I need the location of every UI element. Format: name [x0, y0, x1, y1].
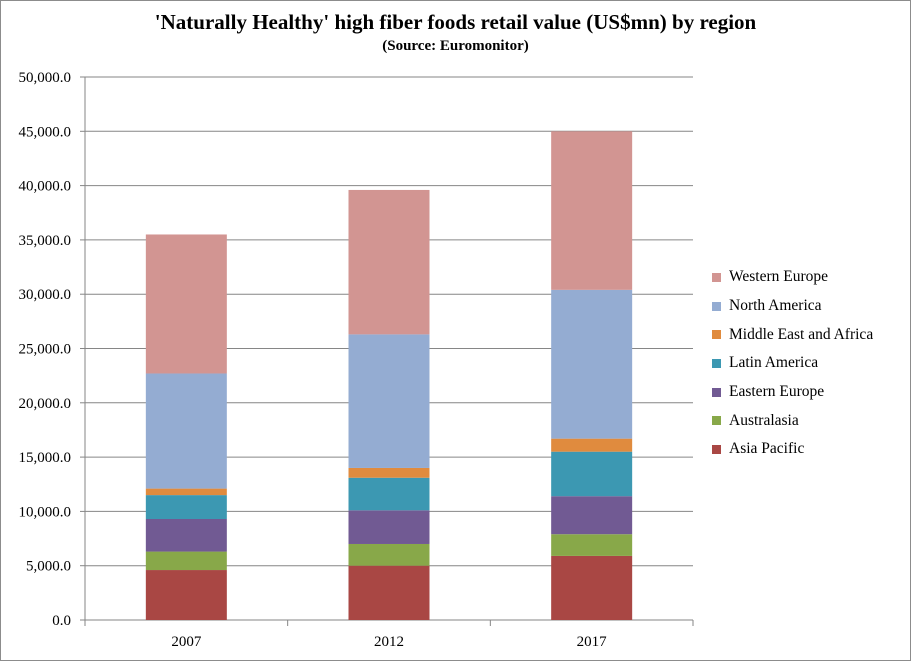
- bar-latin-america-2017: [551, 451, 633, 497]
- legend-swatch: [712, 330, 721, 340]
- y-tick-label: 50,000.0: [19, 70, 72, 86]
- bar-asia-pacific-2017: [551, 555, 633, 620]
- y-tick-label: 45,000.0: [19, 124, 72, 140]
- y-tick-label: 40,000.0: [19, 179, 72, 195]
- bar-middle-east-and-africa-2007: [145, 488, 227, 496]
- bar-latin-america-2012: [348, 477, 430, 511]
- chart-legend: Western Europe North America Middle East a…: [712, 263, 873, 464]
- y-tick-label: 10,000.0: [19, 504, 72, 520]
- legend-item: Australasia: [712, 406, 873, 435]
- bar-north-america-2012: [348, 334, 430, 468]
- legend-item: Eastern Europe: [712, 378, 873, 407]
- bar-australasia-2007: [145, 551, 227, 571]
- legend-label: Western Europe: [729, 268, 829, 286]
- bar-eastern-europe-2007: [145, 519, 227, 552]
- legend-swatch: [712, 301, 721, 311]
- x-tick-label: 2007: [171, 634, 202, 650]
- chart-title: 'Naturally Healthy' high fiber foods ret…: [154, 10, 757, 34]
- y-tick-label: 20,000.0: [19, 396, 72, 412]
- x-tick-label: 2017: [577, 634, 608, 650]
- y-tick-label: 30,000.0: [19, 287, 72, 303]
- bar-australasia-2012: [348, 543, 430, 566]
- legend-item: Latin America: [712, 349, 873, 378]
- legend-item: Middle East and Africa: [712, 320, 873, 349]
- legend-item: Asia Pacific: [712, 435, 873, 464]
- legend-swatch: [712, 358, 721, 368]
- legend-swatch: [712, 444, 721, 454]
- bar-eastern-europe-2012: [348, 510, 430, 544]
- legend-label: Eastern Europe: [729, 383, 825, 401]
- bar-north-america-2017: [551, 289, 633, 439]
- bar-western-europe-2012: [348, 189, 430, 335]
- legend-label: Australasia: [729, 411, 799, 429]
- bar-middle-east-and-africa-2017: [551, 438, 633, 452]
- chart-subtitle: (Source: Euromonitor): [382, 38, 529, 54]
- bar-middle-east-and-africa-2012: [348, 467, 430, 478]
- bar-western-europe-2017: [551, 131, 633, 290]
- y-tick-label: 35,000.0: [19, 233, 72, 249]
- y-tick-label: 15,000.0: [19, 450, 72, 466]
- x-tick-label: 2012: [374, 634, 404, 650]
- y-tick-label: 0.0: [52, 613, 71, 629]
- legend-label: Asia Pacific: [729, 440, 805, 458]
- legend-swatch: [712, 272, 721, 282]
- bar-asia-pacific-2012: [348, 565, 430, 620]
- bar-asia-pacific-2007: [145, 570, 227, 620]
- legend-label: Middle East and Africa: [729, 325, 874, 343]
- bar-north-america-2007: [145, 373, 227, 489]
- bar-latin-america-2007: [145, 495, 227, 520]
- y-tick-label: 5,000.0: [26, 559, 71, 575]
- y-tick-label: 25,000.0: [19, 342, 72, 358]
- legend-label: Latin America: [729, 354, 819, 372]
- legend-swatch: [712, 416, 721, 426]
- legend-swatch: [712, 387, 721, 397]
- bar-australasia-2017: [551, 534, 633, 556]
- bar-western-europe-2007: [145, 234, 227, 374]
- bar-eastern-europe-2017: [551, 496, 633, 535]
- legend-item: North America: [712, 292, 873, 321]
- legend-item: Western Europe: [712, 263, 873, 292]
- legend-label: North America: [729, 297, 822, 315]
